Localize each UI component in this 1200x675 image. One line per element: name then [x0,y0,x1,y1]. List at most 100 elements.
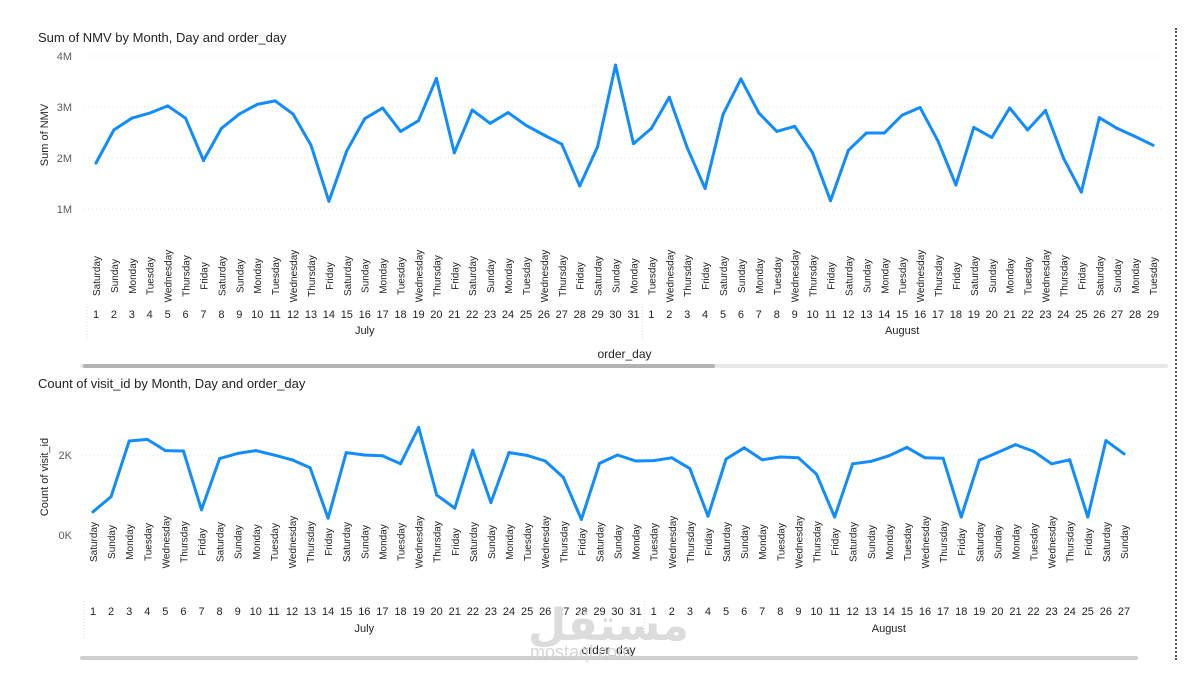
x-tick-weekday: Friday [1084,528,1095,556]
x-tick-day: 7 [198,606,204,618]
x-tick-day: 5 [723,606,729,618]
x-tick-weekday: Monday [505,524,516,560]
x-tick-day: 1 [90,606,96,618]
x-tick-day: 20 [431,606,443,618]
x-tick-weekday: Sunday [486,259,497,293]
x-tick-weekday: Monday [125,524,136,560]
x-tick-day: 12 [287,309,299,321]
visits-line-chart[interactable]: 0K 2K Count of visit_id Saturday Sunday Monda… [0,372,1172,662]
nmv-horizontal-scrollbar[interactable] [80,364,1168,368]
x-tick-weekday: Monday [379,258,390,294]
data-point [1086,515,1090,519]
x-tick-weekday: Friday [952,262,963,290]
data-point [1044,109,1048,113]
x-tick-day: 1 [648,309,654,321]
x-tick-day: 3 [684,309,690,321]
x-tick-weekday: Monday [755,258,766,294]
x-tick-day: 19 [412,606,424,618]
x-tick-day: 11 [829,606,840,618]
x-tick-weekday: Saturday [1102,522,1113,562]
data-point [344,451,348,455]
x-tick-weekday: Friday [701,262,712,290]
x-tick-weekday: Wednesday [540,250,551,303]
data-point [200,508,204,512]
x-tick-day: 1 [651,606,657,618]
data-point [1008,106,1012,110]
x-tick-day: 11 [269,309,280,321]
nmv-line-chart[interactable]: 1M 2M 3M 4M Sum of NMV Saturday Sunday Monday Tu… [0,28,1172,373]
data-point [864,131,868,135]
x-month-label: August [872,623,906,635]
data-point [470,108,474,112]
data-point [452,151,456,155]
x-tick-day: 21 [1009,606,1021,618]
x-tick-day: 5 [165,309,171,321]
data-point [869,459,873,463]
data-point [652,459,656,463]
x-tick-weekday: Monday [378,524,389,560]
x-tick-day: 26 [539,606,551,618]
x-tick-weekday: Tuesday [396,523,407,561]
x-tick-day: 27 [1111,309,1123,321]
data-point [851,462,855,466]
data-point [362,453,366,457]
data-point [882,131,886,135]
x-tick-day: 10 [806,309,818,321]
x-tick-weekday: Tuesday [146,257,157,295]
x-tick-weekday: Saturday [89,522,100,562]
visits-horizontal-scrollbar[interactable] [80,656,1138,660]
x-tick-day: 18 [955,606,967,618]
nmv-scrollbar-thumb[interactable] [83,364,715,368]
data-point [634,459,638,463]
x-tick-weekday: Tuesday [650,523,661,561]
x-tick-weekday: Saturday [216,522,227,562]
data-point [649,126,653,130]
x-tick-day: 25 [1075,309,1087,321]
x-tick-day: 13 [305,309,317,321]
x-tick-day: 26 [1100,606,1112,618]
x-tick-weekday: Tuesday [898,257,909,295]
y-axis-title: Count of visit_id [39,438,51,516]
x-tick-day: 17 [937,606,949,618]
x-tick-day: 9 [795,606,801,618]
data-point [489,501,493,505]
x-tick-day: 28 [1129,309,1141,321]
x-tick-weekday: Thursday [939,521,950,563]
x-tick-day: 11 [268,606,279,618]
data-point [560,142,564,146]
data-point [345,149,349,153]
x-tick-day: 22 [1021,309,1033,321]
data-point [290,458,294,462]
x-tick-weekday: Wednesday [541,516,552,569]
data-point [688,467,692,471]
x-tick-day: 7 [756,309,762,321]
x-tick-weekday: Wednesday [164,250,175,303]
data-point [181,449,185,453]
x-tick-weekday: Thursday [179,521,190,563]
y-tick-label: 4M [57,51,72,63]
x-tick-day: 3 [126,606,132,618]
x-tick-day: 22 [466,309,478,321]
x-tick-weekday: Tuesday [647,257,658,295]
data-point [308,466,312,470]
data-point [91,510,95,514]
x-tick-weekday: Saturday [468,256,479,296]
data-point [254,449,258,453]
x-tick-weekday: Sunday [988,259,999,293]
data-point [972,125,976,129]
data-point [829,199,833,203]
x-tick-day: 3 [687,606,693,618]
x-tick-weekday: Friday [451,528,462,556]
data-point [272,453,276,457]
y-tick-label: 2K [59,450,73,462]
x-tick-day: 2 [669,606,675,618]
x-tick-weekday: Thursday [558,255,569,297]
x-tick-weekday: Tuesday [776,523,787,561]
x-tick-weekday: Thursday [432,255,443,297]
data-point [506,111,510,115]
x-tick-weekday: Monday [128,258,139,294]
x-tick-day: 31 [627,309,639,321]
x-tick-weekday: Monday [1011,524,1022,560]
x-tick-weekday: Friday [957,528,968,556]
x-tick-day: 2 [666,309,672,321]
